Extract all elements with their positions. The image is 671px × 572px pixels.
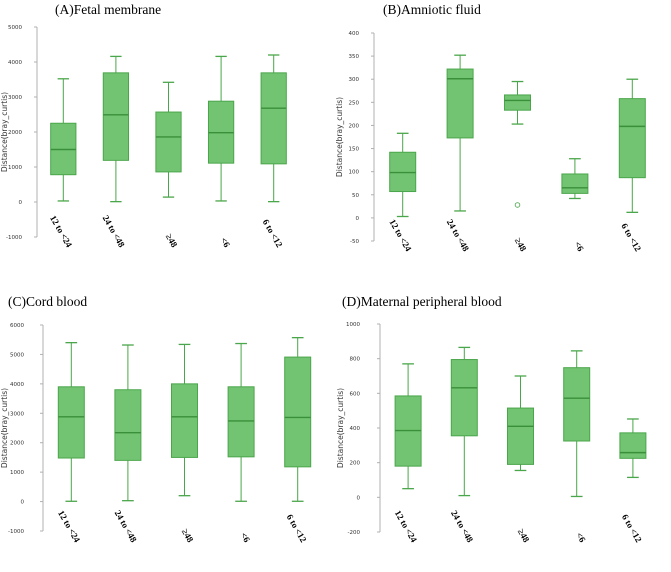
box-iqr [171, 383, 198, 458]
y-tick-label: 5000 [8, 25, 22, 31]
box-iqr [260, 72, 287, 165]
y-tick-label: 0 [19, 200, 23, 206]
y-axis-label: Distance(bray_curtis) [336, 97, 344, 177]
chart-title: (A)Fetal membrane [55, 2, 162, 17]
y-tick-label: 250 [349, 100, 360, 106]
box-iqr [619, 432, 647, 459]
panel-b: (B)Amniotic fluid -50 0 50 100 150 200 250 300 3… [335, 0, 671, 284]
y-tick-label: 350 [349, 54, 360, 60]
y-tick-label: 3000 [8, 95, 22, 101]
y-tick-label: 2000 [10, 441, 24, 447]
y-tick-label: 400 [350, 426, 361, 432]
chart-plot: -1000 0 1000 2000 3000 4000 5000 6000 Distance(b… [0, 323, 312, 545]
y-tick-label: 0 [357, 495, 361, 501]
y-tick-label: 400 [349, 31, 360, 37]
category-label: <6 [572, 240, 586, 254]
y-tick-label: 200 [349, 123, 360, 129]
category-label: ≥48 [513, 236, 529, 254]
category-label: 6 to <12 [261, 217, 285, 249]
y-tick-label: 1000 [346, 322, 360, 328]
y-tick-label: 5000 [10, 352, 24, 358]
y-axis-label: Distance(bray_curtis) [0, 388, 9, 468]
category-label: 6 to <12 [620, 512, 644, 544]
chart-title: (D)Maternal peripheral blood [342, 294, 502, 309]
category-label: 24 to <48 [113, 509, 139, 545]
y-tick-label: 1000 [10, 470, 24, 476]
category-label: 12 to <24 [393, 509, 419, 545]
category-label: 6 to <12 [619, 221, 643, 253]
y-tick-label: 4000 [8, 60, 22, 66]
y-tick-label: 0 [356, 216, 360, 222]
panel-d: (D)Maternal peripheral blood -200 0 200 400… [336, 284, 671, 568]
box-iqr [563, 367, 591, 442]
box-iqr [446, 68, 474, 139]
y-tick-label: -200 [348, 530, 361, 536]
y-tick-label: 800 [350, 357, 361, 363]
y-tick-label: 100 [349, 170, 360, 176]
chart-title: (B)Amniotic fluid [383, 2, 481, 17]
y-tick-label: 150 [349, 147, 360, 153]
y-tick-label: 200 [350, 461, 361, 467]
category-label: 12 to <24 [48, 214, 74, 250]
category-label: <6 [574, 531, 588, 545]
box-iqr [561, 173, 589, 194]
category-label: <6 [219, 236, 233, 250]
box-iqr [155, 111, 182, 173]
y-tick-label: 300 [349, 77, 360, 83]
category-label: 12 to <24 [56, 509, 82, 545]
box-iqr [284, 356, 312, 468]
category-label: 24 to <48 [449, 509, 475, 545]
panel-a: (A)Fetal membrane -1000 0 1000 2000 3000 4000… [0, 0, 336, 284]
y-tick-label: 3000 [10, 411, 24, 417]
chart-plot: -1000 0 1000 2000 3000 4000 5000 Distance(bray_… [0, 25, 287, 250]
y-tick-label: 0 [21, 500, 25, 506]
y-tick-label: 600 [350, 391, 361, 397]
y-tick-label: -1000 [6, 235, 22, 241]
box-iqr [618, 98, 646, 179]
y-tick-label: -50 [350, 239, 359, 245]
box-iqr [102, 72, 130, 161]
y-tick-label: 1000 [8, 165, 22, 171]
y-tick-label: -1000 [8, 529, 24, 535]
y-tick-label: 6000 [10, 323, 24, 329]
box-iqr [450, 359, 478, 437]
category-label: 12 to <24 [387, 218, 413, 254]
y-tick-label: 4000 [10, 382, 24, 388]
category-label: ≥48 [516, 527, 532, 545]
box-iqr [57, 386, 85, 459]
category-label: ≥48 [180, 527, 196, 545]
chart-plot: -50 0 50 100 150 200 250 300 350 400 Distance(bray… [335, 31, 646, 254]
category-label: <6 [239, 531, 253, 545]
chart-title: (C)Cord blood [8, 294, 88, 309]
box-iqr [114, 389, 142, 461]
category-label: ≥48 [164, 232, 180, 250]
chart-plot: -200 0 200 400 600 800 1000 Distance(bray_curti… [336, 322, 647, 545]
y-tick-label: 50 [352, 193, 359, 199]
panel-c: (C)Cord blood -1000 0 1000 2000 3000 4000 5000… [0, 284, 336, 568]
category-label: 24 to <48 [445, 218, 471, 254]
y-axis-label: Distance(bray_curtis) [0, 92, 9, 172]
y-axis-label: Distance(bray_curtis) [336, 388, 345, 468]
box-iqr [504, 94, 531, 111]
outlier-point [514, 202, 521, 208]
category-label: 24 to <48 [101, 214, 127, 250]
y-tick-label: 2000 [8, 130, 22, 136]
box-iqr [507, 407, 534, 465]
category-label: 6 to <12 [285, 512, 309, 544]
box-iqr [227, 386, 255, 458]
